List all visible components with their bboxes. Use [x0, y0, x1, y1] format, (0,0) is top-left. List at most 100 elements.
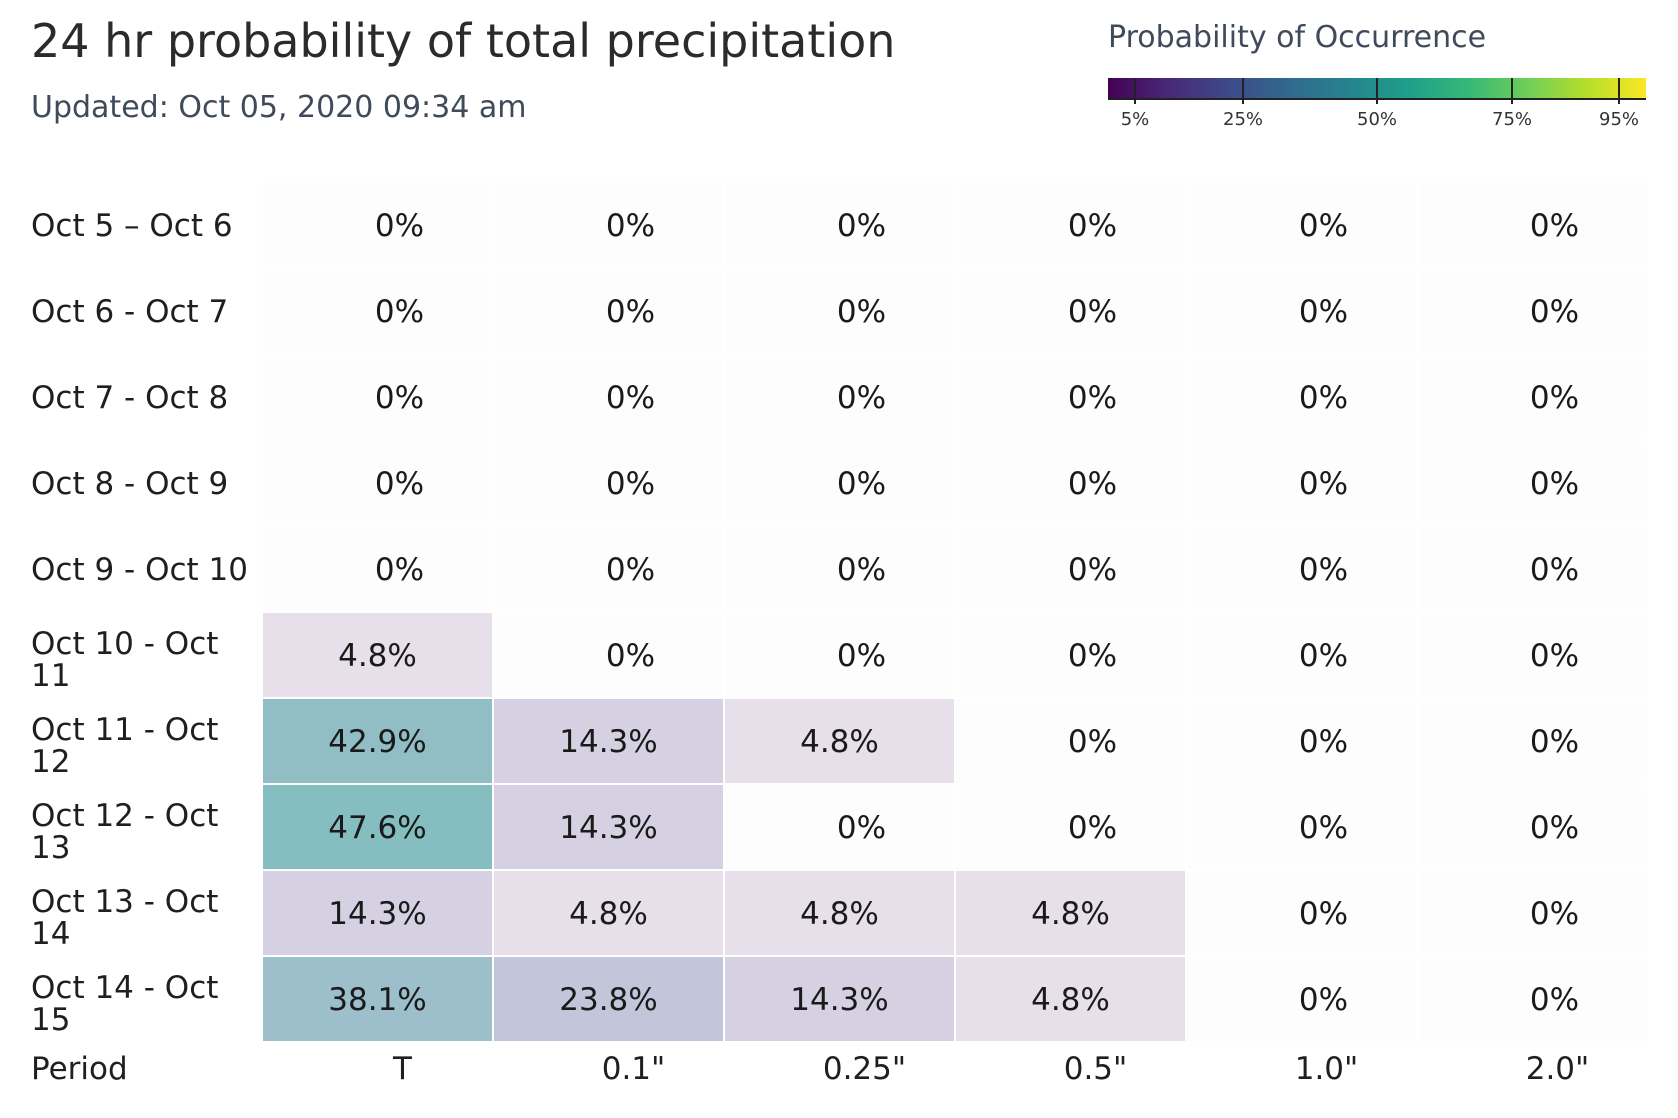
cell-value-label: 0%	[606, 294, 655, 330]
cell-value-label: 14.3%	[790, 982, 888, 1018]
cell-value-label: 0%	[1530, 552, 1579, 588]
updated-timestamp: Updated: Oct 05, 2020 09:34 am	[31, 90, 527, 125]
cell-value-label: 4.8%	[1031, 896, 1110, 932]
cell-value-label: 0%	[606, 466, 655, 502]
cell-value-label: 0%	[837, 208, 886, 244]
cell-value-label: 0%	[837, 552, 886, 588]
x-tick-label: 0.1"	[602, 1051, 666, 1087]
heatmap-cell	[263, 785, 492, 869]
cell-value-label: 0%	[1068, 810, 1117, 846]
row-label-continued: 15	[31, 1002, 70, 1038]
cell-value-label: 14.3%	[328, 896, 426, 932]
colorbar-tick	[1618, 78, 1620, 104]
cell-value-label: 0%	[837, 380, 886, 416]
cell-value-label: 0%	[606, 380, 655, 416]
x-tick-label: 2.0"	[1526, 1051, 1590, 1087]
cell-value-label: 0%	[1068, 552, 1117, 588]
cell-value-label: 0%	[375, 552, 424, 588]
cell-value-label: 23.8%	[559, 982, 657, 1018]
colorbar-tick-label: 25%	[1222, 109, 1264, 130]
x-tick-label: 0.25"	[823, 1051, 906, 1087]
chart-title: 24 hr probability of total precipitation	[31, 14, 896, 68]
row-label: Oct 12 - Oct	[31, 798, 218, 834]
cell-value-label: 0%	[1299, 294, 1348, 330]
x-tick-label: 1.0"	[1295, 1051, 1359, 1087]
row-label: Oct 14 - Oct	[31, 970, 218, 1006]
cell-value-label: 0%	[1530, 982, 1579, 1018]
cell-value-label: 0%	[375, 294, 424, 330]
cell-value-label: 0%	[1068, 380, 1117, 416]
cell-value-label: 0%	[375, 466, 424, 502]
cell-value-label: 0%	[1299, 466, 1348, 502]
cell-value-label: 0%	[1068, 724, 1117, 760]
row-label: Oct 11 - Oct	[31, 712, 218, 748]
cell-value-label: 0%	[1530, 724, 1579, 760]
cell-value-label: 0%	[1530, 466, 1579, 502]
heatmap-cell	[494, 957, 723, 1041]
row-label-continued: 12	[31, 744, 70, 780]
cell-value-label: 42.9%	[328, 724, 426, 760]
cell-value-label: 4.8%	[800, 724, 879, 760]
legend-title: Probability of Occurrence	[1108, 20, 1487, 55]
heatmap-cell	[956, 957, 1185, 1041]
cell-value-label: 0%	[1299, 552, 1348, 588]
colorbar-tick-label: 75%	[1491, 109, 1533, 130]
cell-value-label: 0%	[1530, 294, 1579, 330]
cell-value-label: 0%	[606, 208, 655, 244]
cell-value-label: 0%	[375, 208, 424, 244]
row-label-continued: 14	[31, 916, 70, 952]
colorbar: 5% 25% 50% 75% 95%	[1108, 78, 1646, 138]
cell-value-label: 0%	[1530, 810, 1579, 846]
row-label-continued: 11	[31, 658, 70, 694]
cell-value-label: 0%	[1530, 896, 1579, 932]
cell-value-label: 0%	[606, 552, 655, 588]
cell-value-label: 0%	[837, 294, 886, 330]
cell-value-label: 0%	[1068, 208, 1117, 244]
row-label: Oct 9 - Oct 10	[31, 552, 248, 588]
cell-value-label: 0%	[375, 380, 424, 416]
colorbar-tick-label: 95%	[1598, 109, 1640, 130]
row-label-continued: 13	[31, 830, 70, 866]
cell-value-label: 4.8%	[1031, 982, 1110, 1018]
cell-value-label: 0%	[1530, 208, 1579, 244]
heatmap-cell	[725, 957, 954, 1041]
cell-value-label: 4.8%	[800, 896, 879, 932]
colorbar-tick-label: 50%	[1356, 109, 1398, 130]
x-tick-label: T	[392, 1051, 413, 1087]
cell-value-label: 14.3%	[559, 724, 657, 760]
cell-value-label: 0%	[1299, 638, 1348, 674]
row-label: Oct 8 - Oct 9	[31, 466, 228, 502]
x-axis-title: Period	[31, 1051, 128, 1087]
cell-value-label: 0%	[1299, 982, 1348, 1018]
colorbar-tick	[1242, 78, 1244, 104]
row-label: Oct 6 - Oct 7	[31, 294, 228, 330]
cell-value-label: 47.6%	[328, 810, 426, 846]
cell-value-label: 0%	[1068, 294, 1117, 330]
heatmap-cell	[725, 871, 954, 955]
cell-value-label: 0%	[1530, 380, 1579, 416]
heatmap-cell	[263, 871, 492, 955]
heatmap-cell	[263, 613, 492, 697]
cell-value-label: 0%	[1068, 466, 1117, 502]
heatmap-cell	[263, 957, 492, 1041]
colorbar-tick-label: 5%	[1120, 109, 1150, 130]
cell-value-label: 0%	[837, 466, 886, 502]
row-label: Oct 5 – Oct 6	[31, 208, 233, 244]
colorbar-tick	[1511, 78, 1513, 104]
heatmap-cell	[725, 699, 954, 783]
heatmap-cell	[494, 785, 723, 869]
row-label: Oct 7 - Oct 8	[31, 380, 228, 416]
cell-value-label: 0%	[837, 810, 886, 846]
cell-value-label: 0%	[1299, 896, 1348, 932]
colorbar-tick	[1134, 78, 1136, 104]
cell-value-label: 0%	[1068, 638, 1117, 674]
cell-value-label: 0%	[1299, 208, 1348, 244]
cell-value-label: 4.8%	[338, 638, 417, 674]
cell-value-label: 0%	[1299, 810, 1348, 846]
cell-value-label: 14.3%	[559, 810, 657, 846]
cell-value-label: 0%	[606, 638, 655, 674]
cell-value-label: 0%	[837, 638, 886, 674]
cell-value-label: 0%	[1299, 380, 1348, 416]
cell-value-label: 0%	[1299, 724, 1348, 760]
